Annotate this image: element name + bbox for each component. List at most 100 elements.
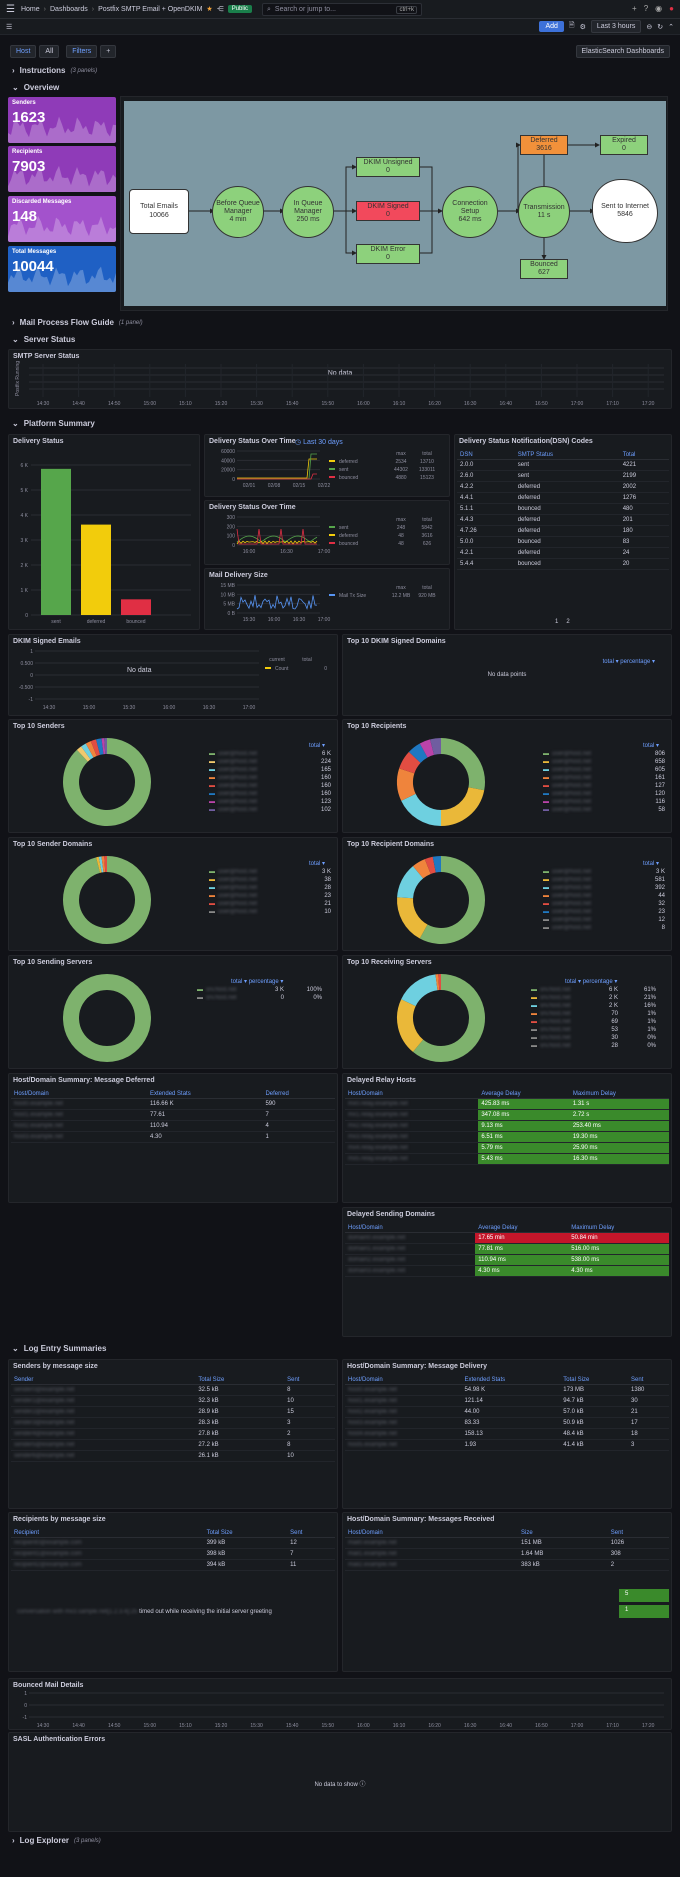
breadcrumb-home[interactable]: Home — [20, 5, 40, 13]
search-input[interactable]: ⌕ Search or jump to... ctrl+k — [262, 3, 422, 16]
dock-icon[interactable]: ☰ — [6, 23, 13, 31]
refresh-icon[interactable]: ↻ — [657, 23, 664, 31]
node-deferred: Deferred 3616 — [520, 135, 568, 155]
donut-slice[interactable] — [424, 856, 436, 875]
dso-xtick: 02/22 — [318, 483, 331, 489]
donut-slice[interactable] — [85, 741, 97, 758]
table-row: host2.example.net 44.00 57.0 kB 21 — [345, 1406, 669, 1418]
donut-slice[interactable] — [440, 738, 485, 791]
dso2-legend-name: bounced — [339, 541, 358, 547]
donut-slice[interactable] — [397, 768, 416, 801]
bounced-xtick: 17:10 — [606, 1723, 619, 1729]
save-icon[interactable]: 🗎 — [568, 22, 575, 29]
plus-icon[interactable]: + — [632, 4, 637, 13]
delivery-bar-sent[interactable] — [41, 468, 71, 615]
dsn-row: 5.0.0 bounced 83 — [457, 536, 669, 548]
flow-diagram: Total Emails 10066 Before Queue Manager 4 … — [124, 101, 666, 306]
table-row: mx4.relay.example.net 5.79 ms 25.90 ms — [345, 1142, 669, 1154]
donut-slice[interactable] — [401, 793, 442, 826]
donut-slice[interactable] — [397, 999, 424, 1052]
menu-icon[interactable]: ☰ — [6, 3, 15, 15]
donut-slice[interactable] — [432, 856, 442, 873]
star-icon[interactable]: ★ — [206, 6, 213, 13]
row-instructions[interactable]: › Instructions (3 panels) — [12, 66, 98, 75]
delivery-bar-bounced[interactable] — [121, 599, 151, 615]
share-icon[interactable]: ⋲ — [216, 6, 224, 13]
row-overview[interactable]: ⌄ Overview — [12, 83, 60, 92]
smtp-time-tick: 16:20 — [428, 401, 441, 407]
mds-legend-max-val: 12.2 MB — [392, 593, 411, 599]
filters-label: Filters — [66, 45, 98, 58]
donut-slice[interactable] — [430, 738, 442, 755]
zoom-out-icon[interactable]: ⊖ — [646, 23, 653, 31]
add-filter-button[interactable]: + — [100, 45, 117, 58]
dsn-row: 4.2.2 deferred 2002 — [457, 481, 669, 493]
donut-slice[interactable] — [419, 739, 435, 758]
donut-slice[interactable] — [96, 738, 104, 755]
donut-slice[interactable] — [397, 866, 424, 899]
top-dkim-domains-panel: Top 10 DKIM Signed Domains total ▾ perce… — [342, 634, 672, 716]
donut-slice[interactable] — [419, 856, 485, 944]
row-server-status[interactable]: ⌄ Server Status — [12, 335, 76, 344]
row-log-entry[interactable]: ⌄ Log Entry Summaries — [12, 1344, 107, 1353]
time-picker[interactable]: Last 3 hours — [590, 20, 642, 33]
donut-slice[interactable] — [397, 897, 428, 939]
dsn-row: 5.1.1 bounced 480 — [457, 503, 669, 515]
dso-legend-name: sent — [339, 467, 349, 473]
donut-slice[interactable] — [401, 974, 438, 1007]
es-dashboards-link[interactable]: ElasticSearch Dashboards — [575, 45, 670, 58]
dso-legend-total-val: 133011 — [419, 467, 436, 473]
add-button[interactable]: Add — [539, 21, 564, 32]
donut-slice[interactable] — [412, 859, 431, 879]
donut-slice[interactable] — [399, 751, 421, 774]
node-sent-to-internet: Sent to Internet 5846 — [592, 179, 658, 243]
table-row: mail0.example.net 151 MB 1026 — [345, 1537, 669, 1549]
row-platform-summary[interactable]: ⌄ Platform Summary — [12, 419, 95, 428]
dso2-legend-max: max — [396, 517, 406, 523]
settings-icon[interactable]: ⚙ — [579, 23, 586, 31]
delivery-bar-deferred[interactable] — [81, 524, 111, 615]
bounced-xtick: 15:40 — [286, 1723, 299, 1729]
sasl-errors-panel: SASL Authentication Errors No data to sh… — [8, 1732, 672, 1832]
row-log-explorer[interactable]: › Log Explorer (3 panels) — [12, 1836, 101, 1845]
delivery-xtick: deferred — [87, 619, 106, 625]
rss-icon[interactable]: ◉ — [655, 4, 663, 13]
bounced-xtick: 16:50 — [535, 1723, 548, 1729]
donut-slice[interactable] — [412, 974, 485, 1062]
node-in-queue: In Queue Manager 250 ms — [282, 186, 334, 238]
donut-slice[interactable] — [81, 743, 94, 760]
dso2-xtick: 17:00 — [318, 549, 331, 555]
dkim-ytick: 1 — [30, 649, 33, 655]
mds-series-line — [236, 595, 318, 610]
donut-slice[interactable] — [90, 739, 101, 757]
table-row: host5.example.net 1.93 41.4 kB 3 — [345, 1439, 669, 1451]
breadcrumb-dashboards[interactable]: Dashboards — [50, 5, 88, 13]
table-row: host4.example.net 158.13 48.4 kB 18 — [345, 1428, 669, 1440]
donut-slice[interactable] — [63, 974, 151, 1062]
donut-slice[interactable] — [408, 743, 428, 764]
donut-slice[interactable] — [440, 786, 485, 826]
last-30-days-link[interactable]: ◷ Last 30 days — [295, 439, 343, 446]
top-navbar: ☰ Home › Dashboards › Postfix SMTP Email +… — [0, 0, 680, 19]
help-icon[interactable]: ? — [643, 4, 649, 13]
table-row: sender0@example.net 32.5 kB 8 — [11, 1384, 335, 1396]
collapse-icon[interactable]: ⌃ — [668, 23, 674, 31]
table-row: host0.example.net 116.66 K 590 — [11, 1098, 335, 1110]
avatar[interactable]: ● — [669, 4, 674, 13]
dso2-xtick: 16:00 — [243, 549, 256, 555]
donut-slice[interactable] — [63, 738, 151, 826]
dso2-ytick: 300 — [227, 515, 236, 521]
breadcrumb: Home › Dashboards › Postfix SMTP Email + O… — [20, 5, 253, 13]
dso2-legend-total-val: 5842 — [421, 525, 432, 531]
row-flow-guide[interactable]: › Mail Process Flow Guide (1 panel) — [12, 318, 143, 327]
bounced-xtick: 14:30 — [37, 1723, 50, 1729]
stat-senders: Senders 1623 — [8, 97, 116, 143]
donut-slice[interactable] — [76, 746, 91, 762]
donut-slice[interactable] — [63, 856, 151, 944]
table-row: domain2.example.net 110.94 ms 538.00 ms — [345, 1254, 669, 1266]
node-connection-setup: Connection Setup 642 ms — [442, 186, 498, 238]
bounced-xtick: 15:20 — [215, 1723, 228, 1729]
bounced-xtick: 15:10 — [179, 1723, 192, 1729]
host-select[interactable]: All — [39, 45, 60, 58]
